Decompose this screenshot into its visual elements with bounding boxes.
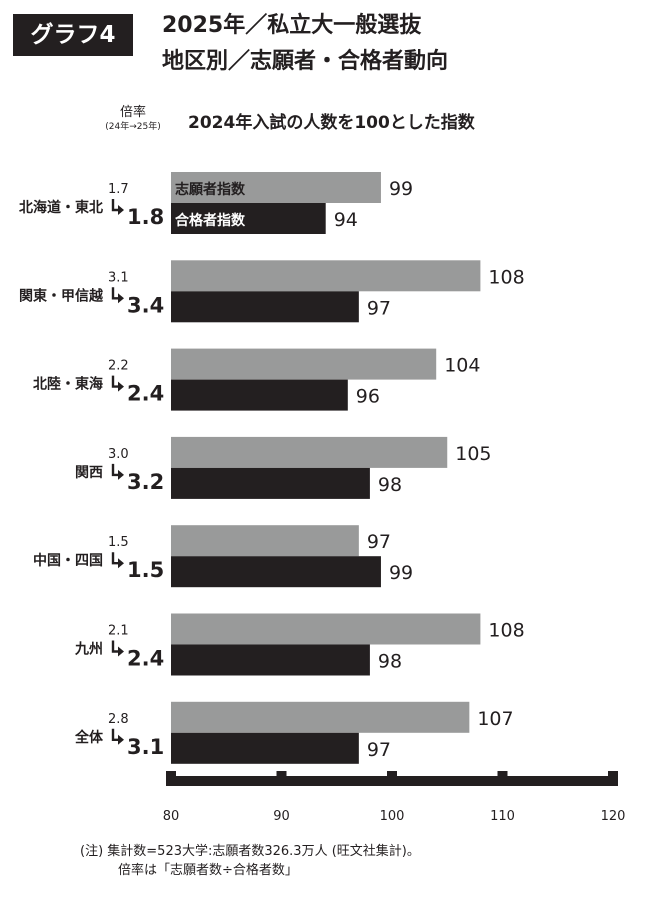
arrow-icon xyxy=(111,287,119,300)
ratio-2024-label: 3.0 xyxy=(108,447,129,462)
applicant-bar xyxy=(171,613,481,645)
passer-value-label: 96 xyxy=(356,386,380,408)
arrow-icon xyxy=(111,728,119,741)
applicant-value-label: 108 xyxy=(488,620,524,642)
ratio-2025-label: 1.5 xyxy=(127,558,164,582)
arrow-head-icon xyxy=(118,734,124,745)
footnote-1: (注) 集計数=523大学:志願者数326.3万人 (旺文社集計)。 xyxy=(80,844,420,859)
ratio-2025-label: 2.4 xyxy=(127,647,164,671)
x-axis-tick xyxy=(387,771,397,785)
chart-title-line-2: 地区別／志願者・合格者動向 xyxy=(162,49,449,74)
chart-title-line-1: 2025年／私立大一般選抜 xyxy=(162,13,422,38)
ratio-2024-label: 1.7 xyxy=(108,182,129,197)
ratio-header-years: (24年→25年) xyxy=(105,122,161,132)
ratio-2025-label: 3.4 xyxy=(127,293,164,317)
passer-bar xyxy=(171,379,348,411)
passer-value-label: 97 xyxy=(367,297,391,319)
passer-bar xyxy=(171,644,370,676)
ratio-2024-label: 2.8 xyxy=(108,712,129,727)
ratio-2025-label: 3.1 xyxy=(127,735,164,759)
passer-value-label: 99 xyxy=(389,562,413,584)
ratio-header-label: 倍率 xyxy=(119,105,146,120)
applicant-bar xyxy=(171,260,481,292)
region-label: 九州 xyxy=(74,642,103,658)
region-label: 北海道・東北 xyxy=(19,199,103,216)
chart-subtitle: 2024年入試の人数を100とした指数 xyxy=(188,113,475,133)
passer-bar xyxy=(171,291,359,323)
applicant-value-label: 97 xyxy=(367,531,391,553)
applicant-value-label: 104 xyxy=(444,355,480,377)
ratio-2025-label: 2.4 xyxy=(127,382,164,406)
arrow-head-icon xyxy=(118,205,124,215)
arrow-head-icon xyxy=(118,381,124,392)
region-label: 中国・四国 xyxy=(33,552,103,569)
applicant-value-label: 107 xyxy=(477,708,513,730)
region-label: 関西 xyxy=(75,465,103,481)
passer-bar xyxy=(171,556,381,588)
applicant-value-label: 105 xyxy=(455,443,491,465)
passer-bar xyxy=(171,467,370,499)
arrow-icon xyxy=(111,552,119,565)
legend-applicants-label: 志願者指数 xyxy=(175,181,246,198)
ratio-2025-label: 1.8 xyxy=(127,205,164,229)
applicant-bar xyxy=(171,348,437,380)
ratio-2024-label: 2.2 xyxy=(108,359,129,374)
arrow-icon xyxy=(111,463,119,477)
region-label: 関東・甲信越 xyxy=(19,287,104,304)
arrow-icon xyxy=(111,375,119,388)
applicant-bar xyxy=(171,172,381,203)
x-axis-tick xyxy=(608,771,618,785)
x-tick-label: 80 xyxy=(163,809,180,824)
arrow-icon xyxy=(111,640,119,653)
applicant-bar xyxy=(171,701,470,733)
x-tick-label: 120 xyxy=(601,809,626,824)
x-axis-tick xyxy=(166,771,176,785)
applicant-bar xyxy=(171,436,448,468)
applicant-value-label: 108 xyxy=(488,266,524,288)
ratio-2025-label: 3.2 xyxy=(127,470,164,494)
passer-bar xyxy=(171,203,326,234)
passer-value-label: 97 xyxy=(367,739,391,761)
applicant-bar xyxy=(171,525,359,557)
ratio-2024-label: 1.5 xyxy=(108,535,129,550)
x-tick-label: 110 xyxy=(490,809,515,824)
arrow-head-icon xyxy=(118,558,124,569)
passer-bar xyxy=(171,732,359,764)
region-label: 全体 xyxy=(74,729,104,746)
x-tick-label: 100 xyxy=(380,809,405,824)
passer-value-label: 94 xyxy=(334,209,358,231)
arrow-head-icon xyxy=(118,646,124,657)
passer-value-label: 98 xyxy=(378,474,402,496)
ratio-2024-label: 2.1 xyxy=(108,624,129,639)
arrow-head-icon xyxy=(118,293,124,304)
ratio-2024-label: 3.1 xyxy=(108,270,129,285)
passer-value-label: 98 xyxy=(378,651,402,673)
ratio-header: 倍率 (24年→25年) xyxy=(98,105,168,133)
arrow-head-icon xyxy=(118,469,124,480)
region-label: 北陸・東海 xyxy=(33,376,103,393)
x-axis-tick xyxy=(497,771,508,785)
applicant-value-label: 99 xyxy=(389,178,413,200)
x-axis-tick xyxy=(276,771,287,785)
legend-passers-label: 合格者指数 xyxy=(175,212,246,229)
x-tick-label: 90 xyxy=(273,809,290,824)
chart-number-badge: グラフ4 xyxy=(13,14,133,56)
footnote-2: 倍率は「志願者数÷合格者数」 xyxy=(118,863,298,878)
arrow-icon xyxy=(111,199,119,212)
